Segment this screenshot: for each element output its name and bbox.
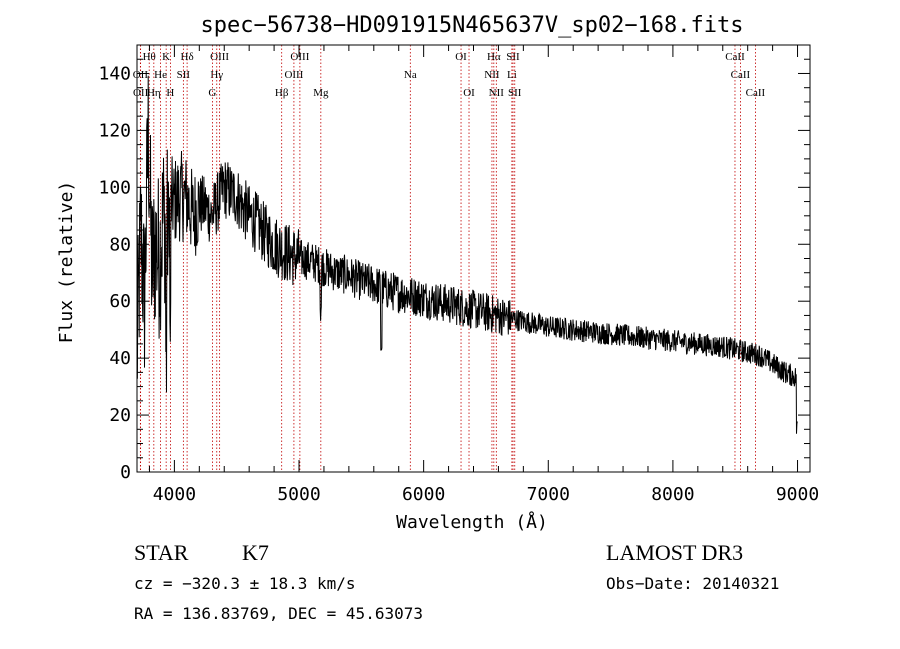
x-tick-label: 5000 <box>277 484 320 505</box>
plot-frame <box>136 44 811 473</box>
spectral-line-label: Hβ <box>275 87 289 99</box>
x-tick-label: 4000 <box>153 484 196 505</box>
x-tick-label: 8000 <box>651 484 694 505</box>
y-tick-label: 120 <box>98 120 131 141</box>
spectrum-series <box>136 75 798 434</box>
spectrum-line <box>136 75 798 434</box>
spectral-line-label: Hα <box>487 51 501 63</box>
y-axis-label: Flux (relative) <box>56 181 77 344</box>
spectral-line-label: Hη <box>147 87 161 99</box>
class-label: STAR <box>134 540 189 565</box>
chart-title: spec−56738−HD091915N465637V_sp02−168.fit… <box>200 13 743 38</box>
subclass-label: K7 <box>242 540 269 565</box>
y-tick-label: 100 <box>98 177 131 198</box>
spectral-line-label: Hδ <box>181 51 194 63</box>
spectral-line-label: Na <box>404 69 417 81</box>
spectral-line-label: OIII <box>210 51 229 63</box>
survey-label: LAMOST DR3 <box>606 540 744 565</box>
axes <box>136 44 811 473</box>
spectral-line-label: NII <box>484 69 500 81</box>
obs-date-label: Obs−Date: 20140321 <box>606 574 780 593</box>
spectral-line-label: CaII <box>746 87 766 99</box>
spectral-line-label: SII <box>177 69 191 81</box>
spectral-line-label: He <box>154 69 167 81</box>
spectral-line-label: H <box>166 87 174 99</box>
spectral-line-label: OI <box>455 51 467 63</box>
spectral-line-label: Li <box>507 69 517 81</box>
y-tick-label: 140 <box>98 63 131 84</box>
y-tick-label: 40 <box>109 348 131 369</box>
spectral-line-label: OIII <box>284 69 303 81</box>
x-tick-label: 7000 <box>527 484 570 505</box>
spectral-line-label: Hγ <box>210 69 223 81</box>
redshift-label: cz = −320.3 ± 18.3 km/s <box>134 574 356 593</box>
y-tick-label: 0 <box>120 462 131 483</box>
spectral-line-label: K <box>162 51 170 63</box>
x-tick-label: 9000 <box>776 484 819 505</box>
spectral-line-label: NII <box>489 87 505 99</box>
spectral-line-label: CaII <box>731 69 751 81</box>
y-tick-label: 80 <box>109 234 131 255</box>
spectral-line-label: SII <box>508 87 522 99</box>
spectral-line-label: Hθ <box>143 51 156 63</box>
x-axis-label: Wavelength (Å) <box>396 511 548 533</box>
y-tick-label: 60 <box>109 291 131 312</box>
x-tick-label: 6000 <box>402 484 445 505</box>
radec-label: RA = 136.83769, DEC = 45.63073 <box>134 604 423 623</box>
y-tick-label: 20 <box>109 405 131 426</box>
spectral-line-label: SII <box>506 51 520 63</box>
spectral-line-label: OIII <box>290 51 309 63</box>
spectral-line-label: CaII <box>725 51 745 63</box>
spectral-line-label: OI <box>463 87 475 99</box>
spectral-line-label: Mg <box>313 87 329 99</box>
ticks: 4000 5000 6000 7000 8000 9000 0 20 40 60 80 100 120 1… <box>98 45 819 505</box>
spectral-line-label: G <box>208 87 216 99</box>
